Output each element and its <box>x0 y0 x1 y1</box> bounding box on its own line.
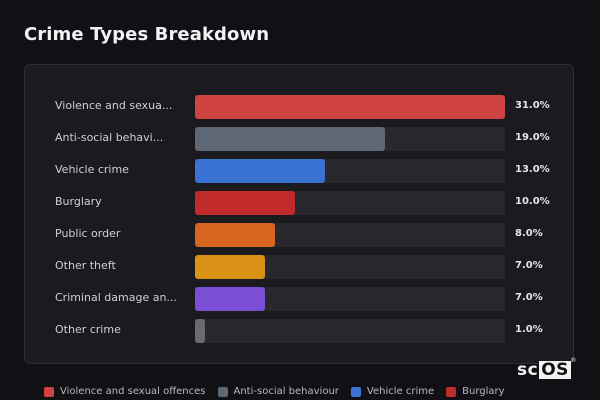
bar[interactable] <box>195 191 295 215</box>
value-label: 31.0% <box>515 100 550 111</box>
bar-row: Criminal damage an... 7.0% <box>25 287 575 311</box>
bar[interactable] <box>195 319 205 343</box>
bar-track <box>195 191 505 215</box>
legend-label: Vehicle crime <box>366 386 435 397</box>
legend-swatch <box>446 386 457 397</box>
category-label: Anti-social behavi... <box>55 131 164 144</box>
category-label: Violence and sexua... <box>55 99 173 112</box>
legend-item[interactable]: Vehicle crime <box>350 386 435 397</box>
value-label: 1.0% <box>515 324 543 335</box>
bar-row: Vehicle crime 13.0% <box>25 159 575 183</box>
bar[interactable] <box>195 223 275 247</box>
bar-track <box>195 95 505 119</box>
bar[interactable] <box>195 127 385 151</box>
value-label: 7.0% <box>515 292 543 303</box>
legend-item[interactable]: Anti-social behaviour <box>217 386 339 397</box>
logo-prefix: sc <box>517 360 539 380</box>
logo-registered-mark: ® <box>570 357 577 364</box>
bar[interactable] <box>195 287 265 311</box>
bar-track <box>195 319 505 343</box>
logo-boxed: OS <box>539 360 571 380</box>
value-label: 8.0% <box>515 228 543 239</box>
legend-swatch <box>217 386 228 397</box>
value-label: 19.0% <box>515 132 550 143</box>
category-label: Burglary <box>55 195 102 208</box>
legend-swatch <box>350 386 361 397</box>
bar[interactable] <box>195 95 505 119</box>
bar-track <box>195 223 505 247</box>
legend-swatch <box>44 386 54 397</box>
bar-track <box>195 127 505 151</box>
bar-track <box>195 255 505 279</box>
category-label: Criminal damage an... <box>55 291 177 304</box>
bar-row: Violence and sexua... 31.0% <box>25 95 575 119</box>
bar-row: Other theft 7.0% <box>25 255 575 279</box>
bar-row: Public order 8.0% <box>25 223 575 247</box>
category-label: Other crime <box>55 323 121 336</box>
chart-legend: Violence and sexual offences Anti-social … <box>44 386 517 397</box>
value-label: 10.0% <box>515 196 550 207</box>
bar-row: Burglary 10.0% <box>25 191 575 215</box>
scos-logo: sc OS ® <box>517 357 576 380</box>
value-label: 7.0% <box>515 260 543 271</box>
legend-item[interactable]: Burglary <box>446 386 505 397</box>
value-label: 13.0% <box>515 164 550 175</box>
legend-label: Burglary <box>462 386 505 397</box>
legend-item[interactable]: Violence and sexual offences <box>44 386 206 397</box>
bar[interactable] <box>195 255 265 279</box>
chart-card: Violence and sexua... 31.0% Anti-social be… <box>24 64 574 364</box>
chart-title: Crime Types Breakdown <box>24 24 270 45</box>
bar-track <box>195 287 505 311</box>
category-label: Public order <box>55 227 121 240</box>
category-label: Vehicle crime <box>55 163 129 176</box>
bar-track <box>195 159 505 183</box>
category-label: Other theft <box>55 259 116 272</box>
legend-label: Violence and sexual offences <box>60 386 206 397</box>
bar[interactable] <box>195 159 325 183</box>
bar-row: Anti-social behavi... 19.0% <box>25 127 575 151</box>
bar-row: Other crime 1.0% <box>25 319 575 343</box>
legend-label: Anti-social behaviour <box>233 386 339 397</box>
